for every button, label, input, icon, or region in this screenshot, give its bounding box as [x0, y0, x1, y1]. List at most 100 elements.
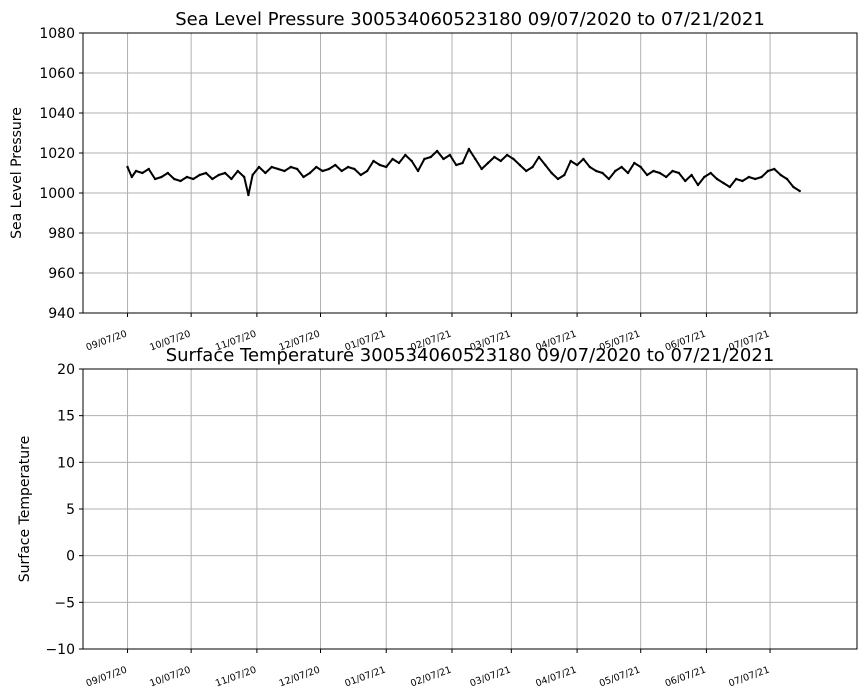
pressure-data-point — [671, 169, 674, 173]
pressure-y-tick-label: 1020 — [39, 146, 75, 162]
pressure-data-point — [289, 165, 293, 169]
pressure-data-point — [728, 185, 731, 189]
pressure-data-point — [531, 165, 534, 169]
temperature-y-ticks: −10 −5 0 5 10 15 20 — [45, 362, 83, 658]
pressure-data-point — [614, 169, 617, 173]
pressure-data-point — [594, 169, 598, 173]
pressure-data-point — [512, 157, 515, 161]
pressure-data-point — [423, 157, 426, 161]
pressure-data-point — [639, 165, 642, 169]
pressure-data-point — [684, 179, 687, 183]
pressure-data-point — [582, 157, 585, 161]
pressure-data-point — [247, 193, 250, 197]
pressure-data-point — [223, 171, 227, 175]
pressure-axes-frame — [82, 32, 858, 314]
pressure-data-point — [524, 169, 528, 173]
pressure-data-point — [537, 155, 541, 159]
pressure-data-point — [327, 167, 331, 171]
temperature-y-tick-label: −10 — [45, 642, 75, 658]
pressure-data-point — [397, 161, 401, 165]
pressure-y-tick-label: 1060 — [39, 66, 75, 82]
pressure-data-point — [773, 167, 776, 171]
pressure-data-point — [264, 171, 267, 175]
pressure-data-point — [340, 169, 343, 173]
pressure-y-ticks: 940 960 980 1000 1020 1040 1060 1080 — [39, 26, 83, 322]
pressure-data-point — [141, 171, 144, 175]
pressure-y-tick-label: 980 — [48, 226, 75, 242]
pressure-data-point — [126, 165, 129, 169]
pressure-data-point — [257, 165, 261, 169]
pressure-data-point — [321, 169, 324, 173]
temperature-y-tick-label: −5 — [54, 595, 75, 611]
pressure-data-point — [620, 165, 623, 169]
pressure-data-point — [607, 177, 611, 181]
pressure-data-point — [652, 169, 655, 173]
pressure-data-point — [211, 177, 214, 181]
pressure-data-point — [505, 153, 509, 157]
pressure-data-point — [346, 165, 350, 169]
pressure-data-point — [626, 171, 630, 175]
pressure-y-axis-label: Sea Level Pressure — [9, 107, 25, 239]
pressure-data-point — [404, 153, 407, 157]
pressure-data-point — [236, 169, 239, 173]
pressure-data-point — [747, 175, 751, 179]
pressure-data-point — [315, 165, 318, 169]
pressure-data-point — [130, 175, 133, 179]
pressure-data-point — [722, 181, 725, 185]
pressure-data-point — [741, 179, 744, 183]
pressure-chart-title: Sea Level Pressure 300534060523180 09/07… — [175, 9, 765, 30]
pressure-data-point — [766, 169, 770, 173]
pressure-data-point — [429, 155, 432, 159]
pressure-data-point — [754, 177, 757, 181]
pressure-data-point — [217, 173, 220, 177]
pressure-data-point — [480, 167, 483, 171]
pressure-data-point — [251, 173, 254, 177]
pressure-data-point — [696, 183, 700, 187]
pressure-data-point — [242, 175, 246, 179]
pressure-data-point — [204, 171, 208, 175]
pressure-data-point — [353, 167, 356, 171]
pressure-data-point — [295, 167, 299, 171]
temperature-y-tick-label: 5 — [66, 502, 75, 518]
pressure-data-point — [378, 163, 382, 167]
pressure-data-point — [179, 179, 182, 183]
pressure-data-point — [734, 177, 738, 181]
temperature-chart-title: Surface Temperature 300534060523180 09/0… — [166, 345, 775, 366]
pressure-data-point — [760, 175, 763, 179]
pressure-data-point — [518, 163, 522, 167]
temperature-y-tick-label: 10 — [57, 455, 75, 471]
pressure-data-point — [633, 161, 636, 165]
pressure-data-point — [563, 173, 566, 177]
pressure-data-point — [550, 171, 553, 175]
pressure-data-point — [703, 175, 706, 179]
pressure-data-point — [779, 173, 782, 177]
pressure-data-point — [493, 155, 496, 159]
pressure-data-point — [365, 169, 369, 173]
pressure-data-point — [172, 177, 176, 181]
pressure-y-tick-label: 1040 — [39, 106, 75, 122]
pressure-data-point — [474, 157, 477, 161]
pressure-data-point — [308, 171, 312, 175]
pressure-data-point — [391, 157, 394, 161]
pressure-y-tick-label: 940 — [48, 306, 75, 322]
pressure-data-point — [601, 171, 604, 175]
pressure-data-point — [690, 173, 693, 177]
pressure-data-point — [153, 177, 157, 181]
pressure-data-point — [283, 169, 286, 173]
pressure-data-point — [410, 159, 413, 163]
pressure-data-point — [798, 189, 801, 193]
pressure-data-point — [664, 175, 668, 179]
pressure-data-point — [416, 169, 420, 173]
pressure-data-point — [645, 173, 649, 177]
pressure-data-point — [372, 159, 375, 163]
pressure-data-point — [588, 165, 592, 169]
pressure-data-point — [499, 159, 502, 163]
temperature-y-tick-label: 20 — [57, 362, 75, 378]
pressure-data-point — [715, 177, 719, 181]
pressure-data-point — [455, 163, 458, 167]
pressure-y-tick-label: 1000 — [39, 186, 75, 202]
temperature-y-axis-label: Surface Temperature — [17, 436, 33, 582]
pressure-series-line — [126, 148, 801, 196]
pressure-data-point — [709, 171, 712, 175]
